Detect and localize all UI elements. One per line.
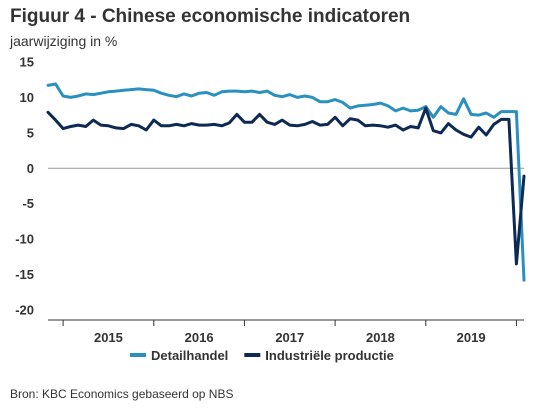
chart: 15 10 5 0 -5 -10 -15 -20 2015 2016 2017 2018 2019 D… xyxy=(15,55,526,363)
x-tick-label: 2016 xyxy=(185,330,214,345)
series-line-industriele-productie xyxy=(46,106,526,266)
y-tick-label: 0 xyxy=(27,161,34,176)
y-tick-label: -10 xyxy=(15,232,34,247)
legend-label: Industriële productie xyxy=(265,348,394,363)
chart-title: Figuur 4 - Chinese economische indicator… xyxy=(10,6,411,27)
x-tick-label: 2018 xyxy=(366,330,395,345)
y-tick-label: -5 xyxy=(22,196,34,211)
y-tick-label: 15 xyxy=(20,55,34,70)
x-tick-label: 2017 xyxy=(275,330,304,345)
x-tick-label: 2019 xyxy=(457,330,486,345)
legend-label: Detailhandel xyxy=(151,348,228,363)
x-tick-label: 2015 xyxy=(94,330,123,345)
series-lines xyxy=(46,82,526,282)
y-axis-ticks: 15 10 5 0 -5 -10 -15 -20 xyxy=(15,55,34,318)
legend: Detailhandel Industriële productie xyxy=(130,348,394,363)
chart-subtitle: jaarwijziging in % xyxy=(10,33,118,49)
x-axis-ticks xyxy=(62,320,517,326)
y-tick-label: 10 xyxy=(20,90,34,105)
y-tick-label: -20 xyxy=(15,303,34,318)
series-line-detailhandel xyxy=(46,82,526,282)
y-tick-label: -15 xyxy=(15,267,34,282)
y-tick-label: 5 xyxy=(27,125,34,140)
source-note: Bron: KBC Economics gebaseerd op NBS xyxy=(10,387,234,401)
x-axis-labels: 2015 2016 2017 2018 2019 xyxy=(94,330,486,345)
